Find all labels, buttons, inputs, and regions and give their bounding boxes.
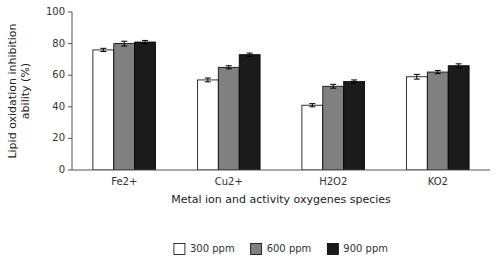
x-axis: Fe2+ Cu2+ H2O2 KO2 [72,170,490,187]
bar [302,105,323,170]
y-tick-label: 40 [52,101,65,112]
x-tick-label: Cu2+ [215,176,243,187]
error-cap [247,53,253,54]
bar [114,44,135,170]
y-axis: 0 20 40 60 80 100 [46,6,72,175]
chart: 0 20 40 60 80 100 Fe2+ Cu2+ H2O2 KO2 Metal ion and… [0,0,503,263]
legend: 300 ppm 600 ppm 900 ppm [174,243,388,255]
error-cap [142,43,148,44]
bar [197,80,218,170]
y-tick-label: 0 [59,164,65,175]
error-line [416,74,417,79]
bar [323,86,344,170]
error-cap [226,68,232,69]
y-tick [68,43,72,44]
bar [427,72,448,170]
bar [344,82,365,170]
y-tick [68,106,72,107]
error-bar [142,40,148,43]
error-line [124,41,125,46]
error-bar [226,66,232,69]
error-bar [330,84,336,88]
y-tick [68,12,72,13]
error-cap [414,74,420,75]
error-cap [100,51,106,52]
bar [406,77,427,170]
error-cap [351,79,357,80]
error-bar [247,53,253,56]
error-cap [121,45,127,46]
legend-label: 600 ppm [267,243,312,254]
error-cap [351,83,357,84]
error-bar [309,104,315,107]
y-tick-label: 80 [52,38,65,49]
y-axis-line [72,12,73,170]
error-bar [456,64,462,68]
y-tick-label: 100 [46,6,65,17]
legend-swatch [251,244,262,255]
error-bar [100,48,106,51]
error-cap [456,63,462,64]
error-cap [309,103,315,104]
legend-item: 900 ppm [327,243,388,255]
y-axis-label-line: ability (%) [19,63,32,119]
y-tick [68,75,72,76]
error-cap [205,81,211,82]
error-bar [205,78,211,82]
x-tick-label: KO2 [428,176,448,187]
y-axis-label: Lipid oxidation inhibitionability (%) [6,23,32,158]
error-cap [142,40,148,41]
legend-label: 300 ppm [190,243,235,254]
error-cap [205,78,211,79]
error-cap [100,48,106,49]
error-cap [435,70,441,71]
error-cap [330,84,336,85]
error-cap [330,88,336,89]
bar [135,42,156,170]
error-cap [226,65,232,66]
legend-swatch [327,244,338,255]
y-tick [68,138,72,139]
error-cap [309,106,315,107]
y-axis-label-line: Lipid oxidation inhibition [6,23,19,158]
x-axis-line [72,170,490,171]
error-cap [247,56,253,57]
error-cap [121,41,127,42]
bars [93,40,469,170]
legend-item: 600 ppm [251,243,312,255]
error-line [207,78,208,82]
x-tick-label: H2O2 [319,176,347,187]
legend-item: 300 ppm [174,243,235,255]
legend-label: 900 ppm [343,243,388,254]
bar [448,66,469,170]
bar [93,50,114,170]
error-cap [456,67,462,68]
error-bar [435,70,441,73]
bar [239,55,260,170]
error-line [458,64,459,68]
x-tick-label: Fe2+ [111,176,137,187]
y-tick-label: 20 [52,132,65,143]
error-bar [351,80,357,83]
error-cap [435,73,441,74]
y-tick-label: 60 [52,69,65,80]
error-bar [414,74,420,79]
error-cap [414,79,420,80]
page: {"chart_data": {"type": "bar", "categori… [0,0,503,263]
error-bar [121,41,127,46]
error-line [333,84,334,88]
legend-swatch [174,244,185,255]
bar [218,67,239,170]
y-tick [68,170,72,171]
x-axis-label: Metal ion and activity oxygenes species [171,193,391,206]
